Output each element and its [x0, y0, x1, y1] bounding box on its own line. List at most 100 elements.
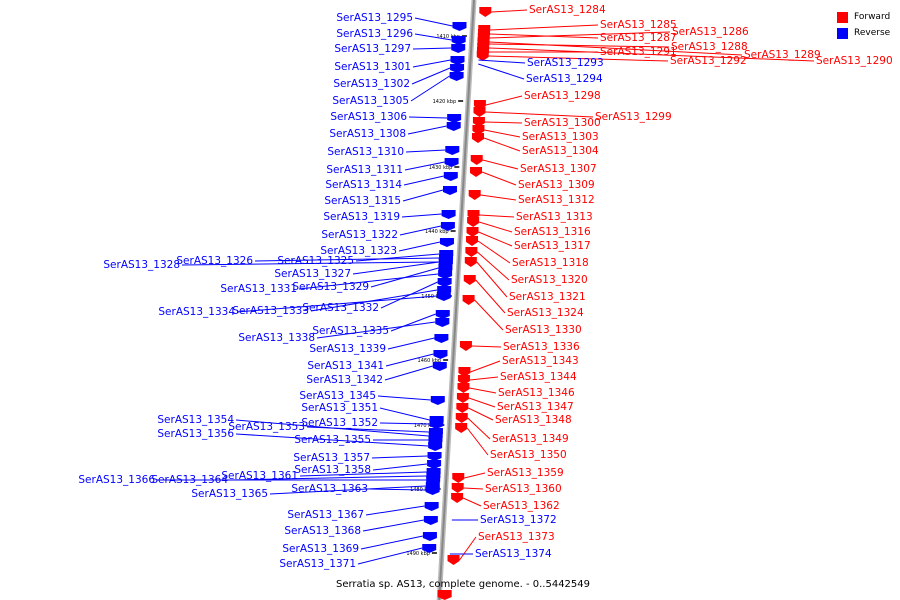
forward-gene-label[interactable]: SerAS13_1318 [512, 257, 589, 269]
reverse-gene-label[interactable]: SerAS13_1334 [158, 306, 235, 318]
forward-gene[interactable]: SerAS13_1300 [472, 117, 601, 129]
forward-gene-arrow[interactable] [468, 190, 481, 200]
reverse-gene-label[interactable]: SerAS13_1305 [332, 95, 409, 107]
reverse-gene[interactable]: SerAS13_1368 [284, 516, 438, 537]
forward-gene-label[interactable]: SerAS13_1346 [498, 387, 575, 399]
forward-gene-arrow[interactable] [456, 393, 469, 403]
forward-gene[interactable]: SerAS13_1299 [473, 107, 672, 123]
forward-gene[interactable]: SerAS13_1362 [451, 493, 560, 512]
forward-gene[interactable]: SerAS13_1349 [455, 413, 569, 445]
reverse-gene-label[interactable]: SerAS13_1297 [334, 43, 411, 55]
forward-gene-label[interactable]: SerAS13_1289 [744, 49, 821, 61]
reverse-gene-label[interactable]: SerAS13_1306 [330, 111, 407, 123]
reverse-gene-arrow[interactable] [433, 350, 448, 359]
forward-gene-label[interactable]: SerAS13_1313 [516, 211, 593, 223]
forward-gene-label[interactable]: SerAS13_1312 [518, 194, 595, 206]
reverse-gene-label[interactable]: SerAS13_1365 [191, 488, 268, 500]
reverse-gene-arrow[interactable] [438, 270, 453, 279]
forward-gene-label[interactable]: SerAS13_1360 [485, 483, 562, 495]
reverse-gene-arrow[interactable] [446, 122, 461, 131]
reverse-gene-label[interactable]: SerAS13_1335 [312, 325, 389, 337]
reverse-gene[interactable]: SerAS13_1372 [451, 514, 557, 526]
reverse-gene-arrow[interactable] [441, 210, 456, 219]
reverse-gene-label[interactable]: SerAS13_1296 [336, 28, 413, 40]
reverse-gene[interactable]: SerAS13_1356 [157, 428, 443, 451]
forward-gene[interactable]: SerAS13_1324 [463, 275, 584, 319]
reverse-gene[interactable]: SerAS13_1306 [330, 111, 462, 123]
forward-gene-arrow[interactable] [455, 413, 468, 423]
forward-gene[interactable]: SerAS13_1317 [466, 227, 591, 252]
reverse-gene-arrow[interactable] [435, 310, 450, 319]
reverse-gene[interactable]: SerAS13_1297 [334, 43, 466, 55]
forward-gene-label[interactable]: SerAS13_1347 [497, 401, 574, 413]
reverse-gene-label[interactable]: SerAS13_1319 [323, 211, 400, 223]
forward-gene-label[interactable]: SerAS13_1330 [505, 324, 582, 336]
forward-gene[interactable]: SerAS13_1303 [472, 125, 599, 143]
reverse-gene[interactable]: SerAS13_1315 [324, 186, 457, 207]
reverse-gene-label[interactable]: SerAS13_1371 [279, 558, 356, 570]
reverse-gene-label[interactable]: SerAS13_1310 [327, 146, 404, 158]
reverse-gene-label[interactable]: SerAS13_1293 [527, 57, 604, 69]
forward-gene-label[interactable]: SerAS13_1336 [503, 341, 580, 353]
forward-gene-label[interactable]: SerAS13_1299 [595, 111, 672, 123]
reverse-gene-label[interactable]: SerAS13_1345 [299, 390, 376, 402]
forward-gene[interactable]: SerAS13_1336 [459, 341, 580, 353]
reverse-gene[interactable]: SerAS13_1334 [158, 292, 451, 318]
reverse-gene-label[interactable]: SerAS13_1328 [103, 259, 180, 271]
reverse-gene-label[interactable]: SerAS13_1322 [321, 229, 398, 241]
reverse-gene-label[interactable]: SerAS13_1295 [336, 12, 413, 24]
forward-gene-arrow[interactable] [466, 227, 479, 237]
forward-gene-arrow[interactable] [447, 555, 460, 565]
reverse-gene[interactable]: SerAS13_1314 [325, 172, 458, 191]
forward-gene-arrow[interactable] [465, 247, 478, 257]
forward-gene[interactable]: SerAS13_1298 [473, 90, 601, 110]
forward-gene[interactable]: SerAS13_1330 [462, 295, 582, 336]
reverse-gene[interactable]: SerAS13_1311 [326, 158, 459, 176]
reverse-gene[interactable]: SerAS13_1294 [478, 63, 603, 85]
forward-gene[interactable]: SerAS13_1312 [468, 190, 595, 206]
reverse-gene-label[interactable]: SerAS13_1368 [284, 525, 361, 537]
forward-gene-arrow[interactable] [479, 7, 492, 17]
reverse-gene-label[interactable]: SerAS13_1315 [324, 195, 401, 207]
reverse-gene[interactable]: SerAS13_1323 [320, 238, 454, 257]
reverse-gene[interactable]: SerAS13_1319 [323, 210, 456, 223]
forward-gene[interactable]: SerAS13_1346 [457, 383, 575, 399]
forward-gene[interactable]: SerAS13_1291 [476, 46, 677, 58]
forward-gene-arrow[interactable] [457, 375, 470, 385]
reverse-gene-arrow[interactable] [427, 452, 442, 461]
forward-gene[interactable]: SerAS13_1373 [447, 531, 555, 565]
forward-gene[interactable]: SerAS13_1304 [471, 133, 599, 157]
reverse-gene[interactable]: SerAS13_1296 [336, 28, 466, 45]
forward-gene[interactable]: SerAS13_1290 [477, 43, 893, 67]
reverse-gene-arrow[interactable] [434, 334, 449, 343]
forward-gene[interactable]: SerAS13_1307 [470, 155, 597, 175]
reverse-gene-label[interactable]: SerAS13_1302 [333, 78, 410, 90]
forward-gene-label[interactable]: SerAS13_1343 [502, 355, 579, 367]
forward-gene[interactable]: SerAS13_1320 [465, 247, 588, 286]
reverse-gene-label[interactable]: SerAS13_1366 [78, 474, 155, 486]
forward-gene-label[interactable]: SerAS13_1362 [483, 500, 560, 512]
reverse-gene-arrow[interactable] [422, 544, 437, 553]
forward-gene-arrow[interactable] [451, 493, 464, 503]
forward-gene[interactable]: SerAS13_1360 [451, 483, 562, 495]
reverse-gene-label[interactable]: SerAS13_1356 [157, 428, 234, 440]
forward-gene-arrow[interactable] [466, 236, 479, 246]
reverse-gene[interactable]: SerAS13_1342 [306, 362, 447, 386]
reverse-gene-label[interactable]: SerAS13_1341 [307, 360, 384, 372]
forward-gene-label[interactable]: SerAS13_1348 [495, 414, 572, 426]
forward-gene-arrow[interactable] [456, 403, 469, 413]
forward-gene[interactable]: SerAS13_1343 [458, 355, 579, 377]
reverse-gene-arrow[interactable] [451, 36, 466, 45]
forward-gene-label[interactable]: SerAS13_1350 [490, 449, 567, 461]
reverse-gene-arrow[interactable] [450, 64, 465, 73]
forward-gene-arrow[interactable] [473, 107, 486, 117]
reverse-gene-arrow[interactable] [447, 114, 462, 123]
forward-gene-label[interactable]: SerAS13_1349 [492, 433, 569, 445]
reverse-gene-label[interactable]: SerAS13_1338 [238, 332, 315, 344]
reverse-gene-arrow[interactable] [436, 292, 451, 301]
forward-gene-label[interactable]: SerAS13_1290 [816, 55, 893, 67]
forward-gene-label[interactable]: SerAS13_1320 [511, 274, 588, 286]
forward-gene-label[interactable]: SerAS13_1287 [600, 32, 677, 44]
forward-gene-arrow[interactable] [470, 167, 483, 177]
reverse-gene[interactable]: SerAS13_1374 [449, 548, 552, 560]
